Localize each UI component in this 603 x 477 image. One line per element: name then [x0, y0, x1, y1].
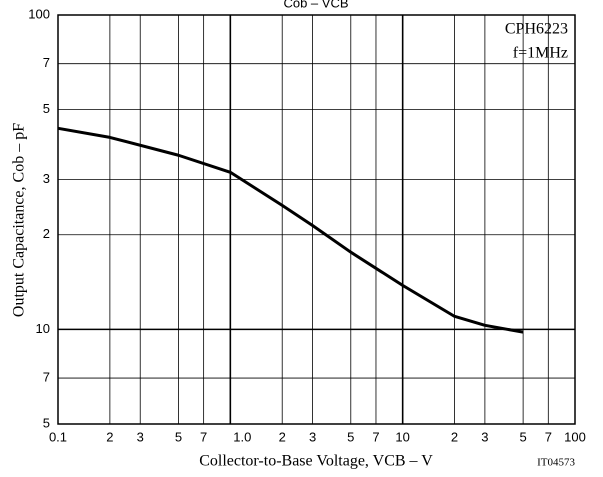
y-tick-label: 10	[36, 321, 50, 336]
x-tick-label: 2	[451, 429, 458, 444]
x-tick-label: 7	[545, 429, 552, 444]
x-axis-label: Collector-to-Base Voltage, VCB – V	[199, 453, 433, 470]
annotation: IT04573	[537, 457, 575, 469]
y-tick-label: 100	[28, 6, 50, 21]
x-tick-label: 3	[137, 429, 144, 444]
annotation: f=1MHz	[513, 45, 568, 62]
annotation: CPH6223	[505, 21, 568, 38]
x-tick-label: 7	[372, 429, 379, 444]
x-tick-label: 3	[309, 429, 316, 444]
x-tick-label: 100	[564, 429, 586, 444]
x-tick-label: 5	[347, 429, 354, 444]
chart-title: Cob – VCB	[283, 0, 348, 10]
y-tick-label: 5	[43, 101, 50, 116]
x-tick-label: 10	[395, 429, 409, 444]
plot-frame	[57, 14, 576, 425]
x-tick-label: 0.1	[49, 429, 67, 444]
x-tick-label: 1.0	[233, 429, 251, 444]
y-tick-label: 7	[43, 369, 50, 384]
y-tick-label: 3	[43, 171, 50, 186]
x-tick-label: 3	[481, 429, 488, 444]
x-tick-label: 2	[279, 429, 286, 444]
y-axis-label: Output Capacitance, Cob – pF	[11, 123, 28, 317]
y-tick-label: 5	[43, 415, 50, 430]
y-tick-label: 2	[43, 226, 50, 241]
x-tick-label: 7	[200, 429, 207, 444]
x-tick-label: 5	[520, 429, 527, 444]
x-tick-label: 5	[175, 429, 182, 444]
data-line	[57, 126, 524, 334]
y-tick-label: 7	[43, 55, 50, 70]
x-tick-label: 2	[106, 429, 113, 444]
